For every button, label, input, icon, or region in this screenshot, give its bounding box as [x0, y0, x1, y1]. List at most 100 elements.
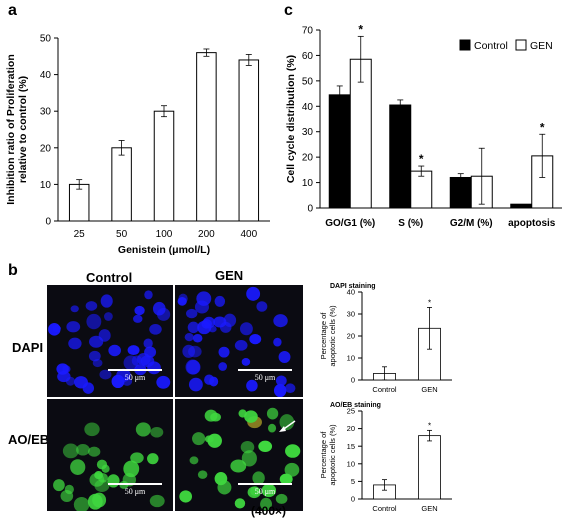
cell-nucleus	[239, 322, 253, 336]
cell-nucleus	[284, 462, 300, 477]
cell-nucleus	[94, 479, 110, 492]
chart-dapi-staining: DAPI staining 0 10 20 30 40 Control * GEN Percent…	[319, 283, 452, 394]
cell-nucleus	[86, 313, 102, 330]
y-tick-label: 40	[347, 288, 355, 297]
scale-bar-line	[238, 483, 292, 485]
y-axis-label-line: Percentage of	[319, 431, 328, 479]
cell-nucleus	[186, 308, 198, 319]
cell-nucleus	[207, 433, 222, 448]
y-axis-label: Inhibition ratio of Proliferationrelativ…	[5, 54, 29, 205]
cell-nucleus	[192, 334, 203, 343]
cell-nucleus	[189, 456, 199, 465]
x-tick-label: 25	[74, 229, 86, 240]
column-label-control: Control	[86, 270, 133, 285]
y-tick-label: 70	[302, 26, 314, 37]
cell-nucleus	[244, 410, 258, 423]
cell-nucleus	[62, 443, 79, 459]
y-tick-label: 50	[302, 76, 314, 87]
x-tick-label: 100	[156, 229, 173, 240]
x-tick-label: GO/G1 (%)	[325, 218, 375, 229]
cell-nucleus	[241, 358, 251, 366]
scale-bar: 50 μm	[238, 369, 292, 385]
micrograph-dapi-control: 50 μm	[47, 285, 173, 397]
x-tick-label: Control	[372, 504, 397, 513]
cell-nucleus	[246, 379, 258, 392]
chart-c: 0 10 20 30 40 50 60 70 * GO/G1 (%) * S (%) G2/M (%) *…	[285, 22, 562, 229]
cell-nucleus	[267, 423, 277, 433]
significance-marker: *	[428, 421, 431, 430]
cell-nucleus	[87, 493, 103, 510]
cell-nucleus	[149, 494, 165, 508]
y-tick-label: 20	[347, 424, 355, 433]
cell-nucleus	[85, 301, 98, 311]
x-axis-label: Genistein (μmol/L)	[118, 244, 210, 256]
cell-nucleus	[285, 383, 296, 393]
cell-nucleus	[187, 321, 200, 334]
panel-label-c: c	[284, 2, 293, 19]
micrograph-image	[47, 285, 173, 397]
bar-gen	[418, 435, 441, 500]
y-tick-label: 0	[351, 376, 355, 385]
cell-nucleus	[70, 459, 86, 475]
cell-nucleus	[60, 489, 74, 502]
y-axis-label-line: Inhibition ratio of Proliferation	[5, 54, 17, 205]
y-axis-label-line: relative to control (%)	[17, 76, 29, 183]
y-axis-label-line: Percentage of	[319, 312, 328, 360]
cell-nucleus	[194, 300, 209, 314]
cell-nucleus	[234, 340, 248, 351]
cell-nucleus	[74, 376, 88, 389]
cell-nucleus	[273, 337, 282, 347]
cell-nucleus	[185, 359, 200, 375]
scale-bar-label: 50 μm	[124, 487, 146, 496]
cell-nucleus	[208, 325, 217, 333]
x-tick-label: GEN	[421, 504, 437, 513]
cell-nucleus	[266, 407, 279, 420]
micrograph-aoeb-control: 50 μm	[47, 399, 173, 511]
cell-nucleus	[99, 369, 112, 380]
chart-aoeb-staining: AO/EB staining 0 5 10 15 20 25 Control * GEN Perce…	[319, 402, 452, 513]
cell-nucleus	[261, 483, 277, 498]
cell-nucleus	[217, 480, 232, 495]
y-tick-label: 20	[302, 153, 314, 164]
cell-nucleus	[249, 334, 262, 345]
y-tick-label: 5	[351, 477, 355, 486]
cell-nucleus	[278, 351, 291, 363]
magnification-label: (400×)	[251, 504, 287, 518]
cell-nucleus	[84, 422, 100, 437]
y-tick-label: 30	[40, 107, 52, 118]
micrograph-aoeb-gen: 50 μm	[175, 399, 303, 511]
x-tick-label: S (%)	[398, 218, 423, 229]
cell-nucleus	[260, 497, 272, 511]
scale-bar-label: 50 μm	[254, 487, 276, 496]
cell-nucleus	[156, 307, 171, 321]
bar-control-3	[510, 203, 533, 209]
cell-nucleus	[134, 305, 145, 316]
y-tick-label: 50	[40, 34, 52, 45]
cell-nucleus	[285, 444, 301, 458]
cell-nucleus	[218, 346, 230, 358]
cell-nucleus	[92, 358, 103, 368]
y-axis-label-line: apoptotic cells (%)	[328, 305, 337, 367]
scale-bar: 50 μm	[238, 483, 292, 499]
chart-title: DAPI staining	[330, 283, 376, 290]
cell-nucleus	[179, 490, 193, 503]
cell-nucleus	[279, 414, 295, 431]
chart-a: 0 10 20 30 40 50 25 50 100 200 400 Genistein (μmol/…	[5, 34, 270, 256]
cell-nucleus	[100, 294, 113, 308]
y-axis-label: Cell cycle distribution (%)	[285, 55, 297, 183]
cell-nucleus	[130, 452, 144, 464]
significance-marker: *	[358, 22, 363, 36]
legend-label-gen: GEN	[530, 40, 553, 52]
column-label-gen: GEN	[215, 268, 244, 283]
y-tick-label: 15	[347, 442, 355, 451]
cell-nucleus	[131, 355, 143, 367]
cell-nucleus	[178, 293, 188, 304]
micrograph-image	[175, 285, 303, 397]
y-axis-label-line: apoptotic cells (%)	[328, 424, 337, 486]
cell-nucleus	[203, 316, 216, 329]
cell-nucleus	[182, 344, 196, 358]
bar-25	[68, 183, 90, 222]
legend-swatch-gen	[515, 39, 527, 51]
y-tick-label: 20	[347, 332, 355, 341]
x-tick-label: 200	[198, 229, 215, 240]
